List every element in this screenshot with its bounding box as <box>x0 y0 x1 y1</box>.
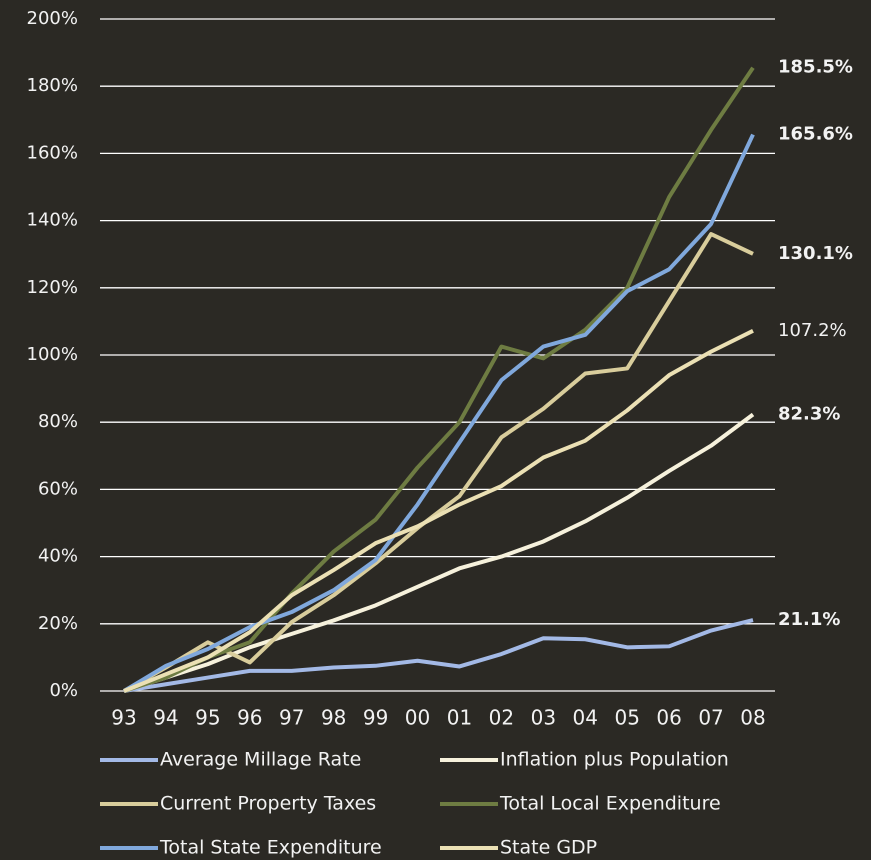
x-tick-label: 94 <box>153 706 178 730</box>
data-label: 21.1% <box>778 609 840 630</box>
x-tick-label: 98 <box>321 706 346 730</box>
y-tick-label: 160% <box>27 142 78 163</box>
y-tick-label: 180% <box>27 75 78 96</box>
x-tick-label: 00 <box>405 706 430 730</box>
series-line <box>123 412 755 693</box>
y-tick-label: 60% <box>38 478 78 499</box>
x-tick-label: 99 <box>363 706 388 730</box>
x-tick-label: 95 <box>195 706 220 730</box>
legend-label: State GDP <box>500 837 597 859</box>
data-label: 107.2% <box>778 320 847 341</box>
series-line <box>122 133 755 693</box>
x-tick-label: 08 <box>740 706 765 730</box>
legend-label: Total Local Expenditure <box>499 793 721 815</box>
x-tick-label: 05 <box>614 706 639 730</box>
y-tick-label: 140% <box>27 210 78 231</box>
legend-label: Inflation plus Population <box>500 749 729 771</box>
x-tick-label: 04 <box>573 706 598 730</box>
x-tick-label: 02 <box>489 706 514 730</box>
y-tick-label: 20% <box>38 613 78 634</box>
series-line <box>123 329 754 693</box>
data-label: 165.6% <box>778 124 853 145</box>
x-tick-label: 96 <box>237 706 262 730</box>
y-tick-label: 100% <box>27 344 78 365</box>
data-label: 82.3% <box>778 403 840 424</box>
series-line <box>123 232 754 693</box>
y-tick-label: 40% <box>38 546 78 567</box>
data-label: 130.1% <box>778 243 853 264</box>
y-tick-label: 80% <box>38 411 78 432</box>
x-tick-label: 03 <box>531 706 556 730</box>
data-label: 185.5% <box>778 57 853 78</box>
legend-label: Current Property Taxes <box>160 793 376 815</box>
y-tick-label: 0% <box>49 680 78 701</box>
x-tick-label: 01 <box>447 706 472 730</box>
x-tick-label: 06 <box>656 706 681 730</box>
x-tick-label: 93 <box>111 706 136 730</box>
legend-label: Average Millage Rate <box>160 749 361 771</box>
series-line <box>123 66 755 693</box>
series-line <box>123 618 754 693</box>
y-tick-label: 200% <box>27 8 78 29</box>
x-tick-label: 07 <box>698 706 723 730</box>
x-tick-label: 97 <box>279 706 304 730</box>
legend-label: Total State Expenditure <box>159 837 382 859</box>
y-tick-label: 120% <box>27 277 78 298</box>
